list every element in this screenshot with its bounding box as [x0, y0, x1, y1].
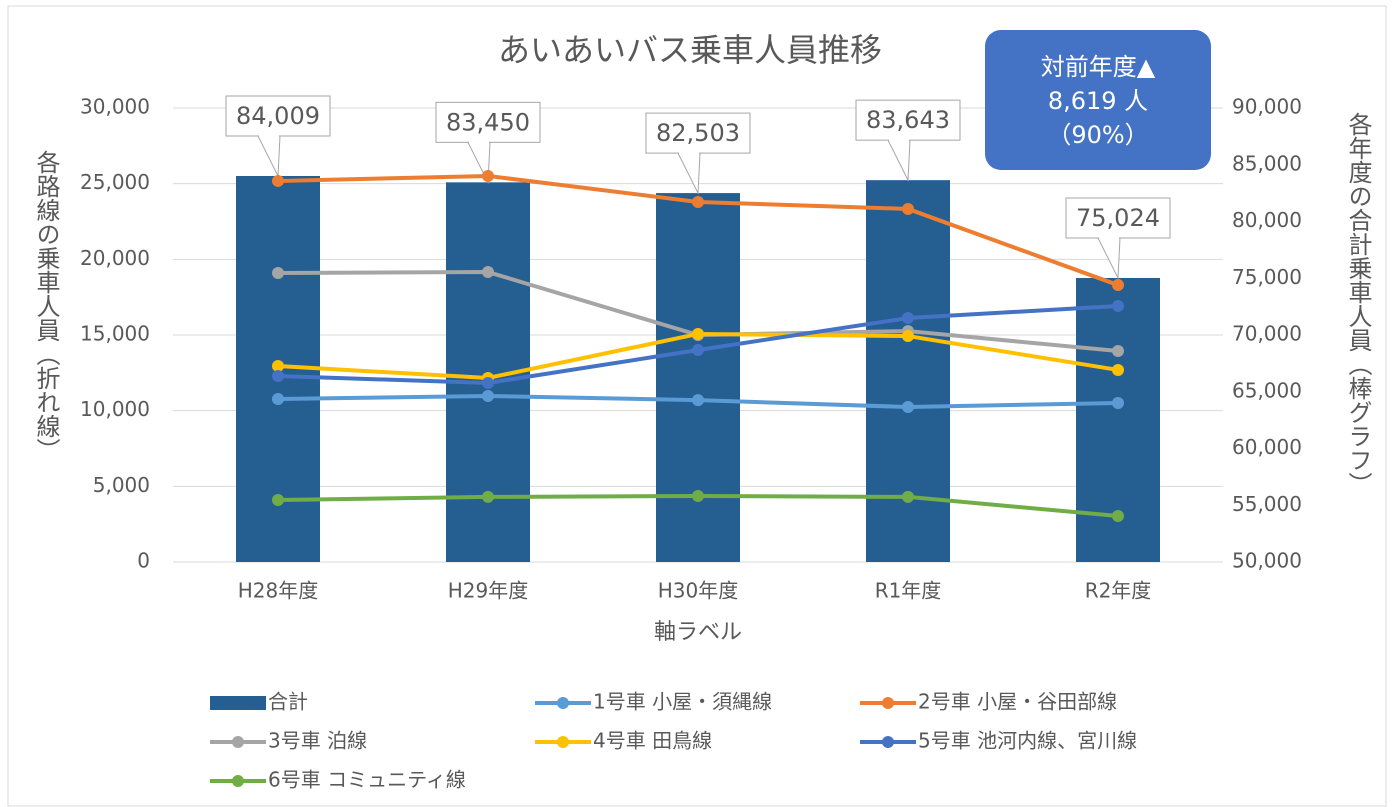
line-marker [902, 330, 914, 343]
data-label: 83,643 [866, 106, 950, 134]
legend-label: 1号車 小屋・須縄線 [593, 690, 772, 714]
legend-label: 合計 [268, 690, 308, 714]
callout-cover [1099, 235, 1119, 239]
x-tick-label: R2年度 [1085, 579, 1152, 603]
x-tick-label: H30年度 [658, 579, 739, 603]
line-marker [902, 401, 914, 414]
annotation-box [985, 30, 1211, 170]
annotation-text: （90%） [1047, 121, 1148, 149]
line-marker [482, 389, 494, 402]
y-tick-label: 30,000 [80, 95, 150, 119]
y-tick-label: 10,000 [80, 397, 150, 421]
legend-label: 5号車 池河内線、宮川線 [918, 729, 1137, 753]
line-marker [272, 360, 284, 373]
y2-tick-label: 75,000 [1232, 265, 1302, 289]
x-axis-title: 軸ラベル [654, 620, 742, 645]
line-marker [1112, 396, 1124, 409]
legend-swatch [232, 736, 244, 748]
legend-label: 6号車 コミュニティ線 [268, 768, 466, 792]
y2-axis-title: 各年度の合計乗車人員（棒グラフ） [1344, 112, 1372, 496]
legend-swatch [882, 697, 894, 709]
y2-tick-label: 70,000 [1232, 322, 1302, 346]
line-marker [1112, 363, 1124, 376]
callout-box [1065, 197, 1171, 239]
x-tick-label: R1年度 [875, 579, 942, 603]
line-marker [692, 490, 704, 503]
line-marker [482, 169, 494, 182]
annotation-text: 対前年度▲ [1041, 53, 1156, 81]
x-tick-label: H29年度 [448, 579, 529, 603]
line-marker [272, 370, 284, 383]
y-tick-label: 0 [137, 549, 150, 573]
line-marker [482, 266, 494, 279]
callout-box [225, 95, 331, 137]
line-marker [272, 493, 284, 506]
legend-swatch [882, 736, 894, 748]
callout-box [645, 112, 751, 154]
callout-cover [679, 151, 699, 155]
y2-tick-label: 55,000 [1232, 492, 1302, 516]
legend-swatch [557, 697, 569, 709]
callout-cover [889, 138, 909, 142]
x-tick-label: H28年度 [238, 579, 319, 603]
y2-tick-label: 90,000 [1232, 95, 1302, 119]
chart-title: あいあいバス乗車人員推移 [498, 31, 882, 69]
data-label: 84,009 [236, 102, 320, 130]
legend-swatch [232, 775, 244, 787]
bar [866, 180, 950, 562]
line-marker [1112, 299, 1124, 312]
line-marker [692, 343, 704, 356]
line-marker [272, 393, 284, 406]
y2-tick-label: 65,000 [1232, 378, 1302, 402]
callout-cover [469, 140, 489, 144]
y-tick-label: 15,000 [80, 322, 150, 346]
y-tick-label: 25,000 [80, 170, 150, 194]
y-tick-label: 20,000 [80, 246, 150, 270]
callout-box [855, 99, 961, 141]
line-marker [272, 266, 284, 279]
legend-label: 2号車 小屋・谷田部線 [918, 690, 1117, 714]
y2-tick-label: 60,000 [1232, 435, 1302, 459]
line-marker [902, 490, 914, 503]
line-marker [902, 202, 914, 215]
line-marker [1112, 345, 1124, 358]
y2-tick-label: 80,000 [1232, 208, 1302, 232]
line-marker [692, 195, 704, 208]
annotation-text: 8,619 人 [1048, 87, 1148, 115]
line-marker [692, 327, 704, 340]
y-axis-title: 各路線の乗車人員（折れ線） [32, 150, 60, 462]
data-label: 82,503 [656, 119, 740, 147]
line-marker [272, 174, 284, 187]
legend-label: 4号車 田鳥線 [593, 729, 712, 753]
line-marker [1112, 279, 1124, 292]
y2-tick-label: 50,000 [1232, 549, 1302, 573]
line-marker [482, 490, 494, 503]
callout-cover [259, 133, 279, 137]
line-marker [482, 376, 494, 389]
line-marker [692, 394, 704, 407]
line-marker [1112, 509, 1124, 522]
legend-swatch [557, 736, 569, 748]
data-label: 83,450 [446, 108, 530, 136]
y2-tick-label: 85,000 [1232, 151, 1302, 175]
y-tick-label: 5,000 [93, 473, 150, 497]
legend-swatch [210, 696, 266, 710]
bar [656, 193, 740, 562]
legend-label: 3号車 泊線 [268, 729, 367, 753]
data-label: 75,024 [1076, 204, 1160, 232]
line-marker [902, 312, 914, 325]
